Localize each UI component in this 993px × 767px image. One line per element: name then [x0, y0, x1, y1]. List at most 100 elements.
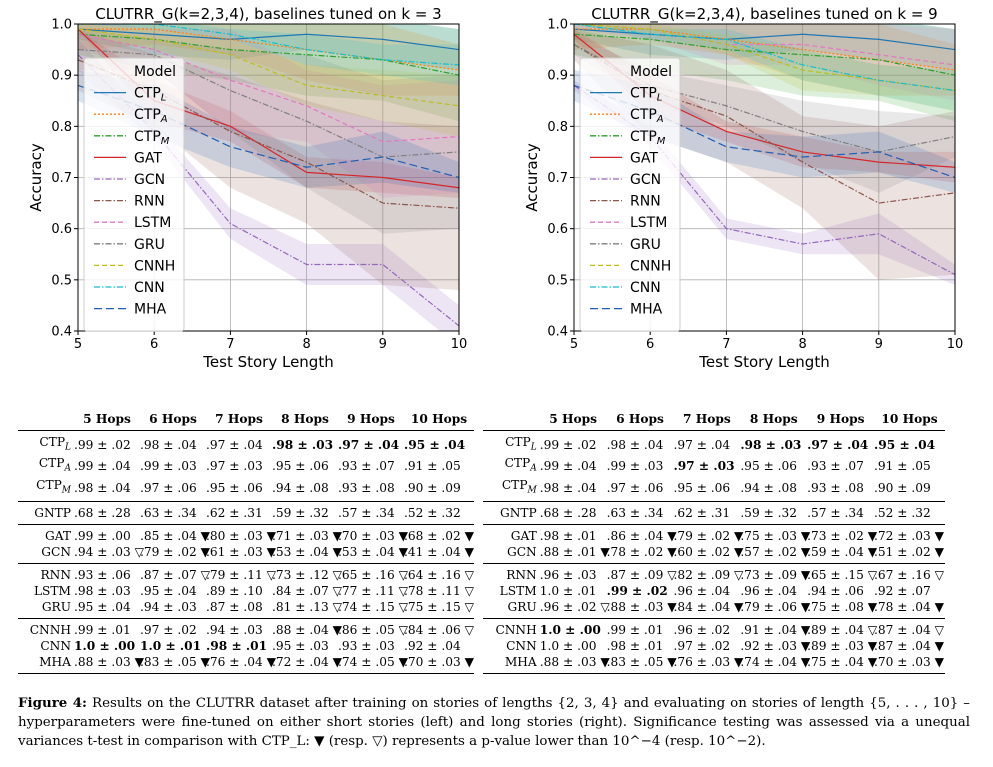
- table-cell: .98 ± .01: [606, 639, 664, 654]
- table-cell: .95 ± .03: [272, 639, 329, 654]
- table-cell: .95 ± .04: [140, 584, 197, 599]
- table-cell: .85 ± .04 ▼: [140, 524, 210, 545]
- y-tick-label: 0.5: [547, 273, 568, 288]
- table-cell: .78 ± .02 ▼: [606, 545, 677, 560]
- column-header: 6 Hops: [606, 406, 674, 431]
- column-header: 7 Hops: [673, 406, 741, 431]
- x-tick-label: 9: [875, 337, 883, 352]
- table-row: CTPA .99 ± .04 .99 ± .03 .97 ± .03 .95 ± .06…: [18, 455, 474, 476]
- legend-label: CTPL: [630, 86, 662, 104]
- y-tick-label: 1.0: [547, 18, 568, 33]
- table-cell: 1.0 ± .00: [539, 618, 607, 639]
- y-axis-label: Accuracy: [523, 143, 541, 212]
- table-cell: .92 ± .07: [874, 584, 931, 599]
- model-name: CTPL: [18, 430, 74, 456]
- series-line: [78, 54, 459, 327]
- table-row: MHA .88 ± .03 ▼ .83 ± .05 ▼ .76 ± .04 ▼ .72 …: [18, 654, 474, 674]
- x-axis-label: Test Story Length: [202, 353, 333, 371]
- table-row: RNN .93 ± .06.87 ± .07 ▽ .79 ± .11 ▽ .73 ± …: [18, 563, 474, 584]
- table-cell: .88 ± .01 ▼: [539, 545, 610, 560]
- table-cell: .82 ± .09 ▽: [673, 563, 743, 584]
- table-cell: .75 ± .08 ▼: [807, 600, 878, 615]
- table-cell: .57 ± .02 ▼: [740, 545, 811, 560]
- table-cell: .75 ± .15 ▽: [404, 600, 474, 615]
- table-cell: .84 ± .07 ▽: [272, 584, 342, 599]
- table-cell: .52 ± .32: [404, 501, 474, 525]
- table-cell: .93 ± .06: [74, 563, 140, 584]
- confidence-band: [78, 24, 459, 137]
- series-line: [574, 24, 955, 66]
- model-name: CNN: [40, 639, 71, 654]
- confidence-band: [574, 34, 955, 193]
- table-cell: .70 ± .03 ▼: [338, 524, 408, 545]
- y-tick-label: 0.4: [547, 325, 568, 340]
- y-tick-label: 0.6: [547, 222, 568, 237]
- chart-title: CLUTRR_G(k=2,3,4), baselines tuned on k …: [95, 5, 441, 24]
- table-cell: .79 ± .11 ▽: [206, 563, 276, 584]
- table-cell: .96 ± .04: [740, 584, 798, 599]
- table-cell: .98 ± .03: [272, 430, 338, 456]
- table-cell: .92 ± .03 ▼: [740, 639, 811, 654]
- table-cell: .53 ± .04 ▼: [338, 545, 408, 560]
- y-tick-label: 1.0: [51, 18, 72, 33]
- table-cell: .78 ± .04 ▼: [874, 600, 945, 615]
- table-cell: .72 ± .04 ▼: [272, 655, 342, 670]
- legend-label: GAT: [134, 150, 162, 166]
- model-name: RNN: [18, 563, 74, 584]
- table-cell: .98 ± .04: [74, 480, 131, 495]
- table-cell: .94 ± .03: [140, 600, 197, 615]
- table-cell: .93 ± .07: [807, 459, 864, 474]
- series-line: [78, 33, 459, 143]
- table-cell: .88 ± .04 ▼: [272, 618, 342, 639]
- y-tick-label: 0.6: [51, 222, 72, 237]
- confidence-band: [78, 24, 459, 86]
- x-axis-label: Test Story Length: [698, 353, 829, 371]
- x-tick-label: 8: [302, 337, 310, 352]
- results-table-left: 5 Hops 6 Hops 7 Hops 8 Hops 9 Hops 10 Hops CTP…: [18, 406, 474, 675]
- table-cell: .84 ± .06 ▽: [404, 618, 474, 639]
- table-cell: .98 ± .01: [206, 639, 268, 654]
- table-cell: .74 ± .15 ▽: [338, 600, 408, 615]
- table-cell: .57 ± .34: [807, 501, 875, 525]
- table-cell: .59 ± .32: [272, 501, 338, 525]
- table-cell: 1.0 ± .00: [74, 639, 136, 654]
- column-header: 5 Hops: [74, 406, 140, 431]
- table-cell: .79 ± .06 ▼: [740, 600, 811, 615]
- table-cell: .87 ± .04 ▽: [874, 618, 945, 639]
- y-tick-label: 0.7: [547, 171, 568, 186]
- legend-label: GRU: [630, 237, 661, 253]
- table-cell: .53 ± .04 ▼: [272, 545, 342, 560]
- table-cell: .88 ± .03 ▼: [606, 600, 677, 615]
- table-cell: .96 ± .03: [539, 563, 607, 584]
- model-name: CTPL: [483, 430, 540, 456]
- column-header: 8 Hops: [740, 406, 808, 431]
- table-cell: .62 ± .31: [673, 501, 741, 525]
- table-cell: .57 ± .34: [338, 501, 404, 525]
- table-cell: .73 ± .02 ▼: [807, 524, 877, 545]
- table-cell: .81 ± .13 ▽: [272, 600, 342, 615]
- legend-label: LSTM: [134, 215, 171, 231]
- legend-label: CNNH: [630, 258, 671, 274]
- table-row: CNN 1.0 ± .00 .98 ± .01 .97 ± .02 .92 ± .03 …: [483, 638, 945, 654]
- legend: ModelCTPLCTPACTPMGATGCNRNNLSTMGRUCNNHCNN…: [579, 57, 681, 332]
- table-cell: .94 ± .06: [807, 584, 864, 599]
- table-cell: .83 ± .05 ▼: [140, 655, 210, 670]
- table-cell: .83 ± .05 ▼: [606, 655, 677, 670]
- table-row: GRU .96 ± .02 ▽ .88 ± .03 ▼ .84 ± .04 ▼ .79 …: [483, 599, 945, 619]
- table-row: CTPM .98 ± .04 .97 ± .06 .95 ± .06 .94 ± .08…: [18, 477, 474, 502]
- results-table: 5 Hops 6 Hops 7 Hops 8 Hops 9 Hops 10 Hops CTP…: [18, 406, 474, 675]
- table-cell: .98 ± .03: [74, 584, 131, 599]
- table-cell: .88 ± .03 ▼: [539, 655, 610, 670]
- line-chart-svg: CLUTRR_G(k=2,3,4), baselines tuned on k …: [523, 5, 963, 371]
- column-header: 6 Hops: [140, 406, 206, 431]
- table-cell: .72 ± .03 ▼: [874, 524, 945, 545]
- table-cell: .80 ± .03 ▼: [206, 524, 276, 545]
- table-cell: .95 ± .06: [206, 480, 263, 495]
- model-name: CTPM: [36, 477, 71, 496]
- table-cell: .93 ± .03: [338, 639, 395, 654]
- table-cell: .95 ± .04: [874, 430, 945, 456]
- legend-label: RNN: [630, 194, 661, 210]
- table-cell: .62 ± .31: [206, 501, 272, 525]
- table-cell: .98 ± .03: [740, 430, 808, 456]
- legend-label: MHA: [134, 302, 167, 318]
